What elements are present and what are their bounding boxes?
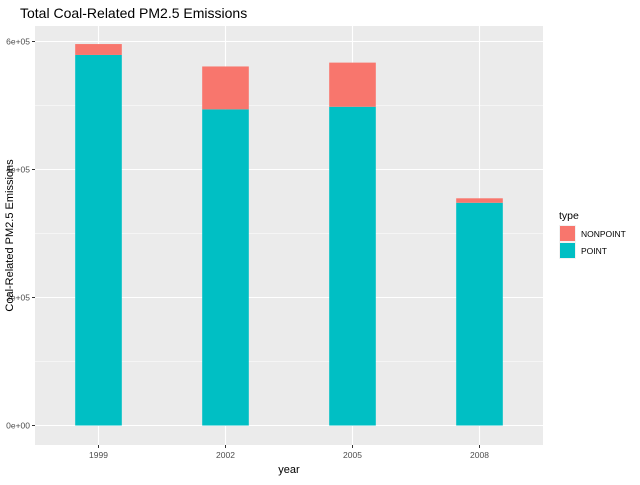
legend-key-point (560, 243, 575, 258)
legend: type NONPOINT POINT (559, 210, 626, 259)
bar-point-2008 (456, 202, 503, 426)
bar-nonpoint-2002 (202, 66, 249, 110)
bar-point-2005 (329, 106, 376, 426)
bar-nonpoint-2008 (456, 198, 503, 203)
y-axis: 0e+00 2e+05 4e+05 6e+05 (6, 37, 35, 431)
legend-key-nonpoint (560, 226, 575, 241)
bar-nonpoint-2005 (329, 62, 376, 107)
x-tick-label: 2005 (343, 450, 362, 460)
y-tick-label: 0e+00 (6, 421, 30, 431)
y-axis-title: Coal-Related PM2.5 Emissions (4, 159, 16, 312)
x-tick-label: 1999 (89, 450, 108, 460)
x-axis: 1999 2002 2005 2008 (89, 445, 489, 460)
legend-title: type (559, 210, 579, 222)
bar-point-2002 (202, 109, 249, 426)
x-tick-label: 2002 (216, 450, 235, 460)
legend-label-point: POINT (581, 246, 607, 256)
y-tick-label: 2e+05 (6, 293, 30, 303)
chart-title: Total Coal-Related PM2.5 Emissions (20, 5, 247, 21)
x-axis-title: year (278, 464, 300, 476)
y-tick-label: 4e+05 (6, 165, 30, 175)
bar-nonpoint-1999 (75, 44, 122, 55)
y-tick-label: 6e+05 (6, 37, 30, 47)
bars (75, 44, 503, 426)
bar-point-1999 (75, 54, 122, 426)
x-tick-label: 2008 (470, 450, 489, 460)
legend-label-nonpoint: NONPOINT (581, 229, 626, 239)
